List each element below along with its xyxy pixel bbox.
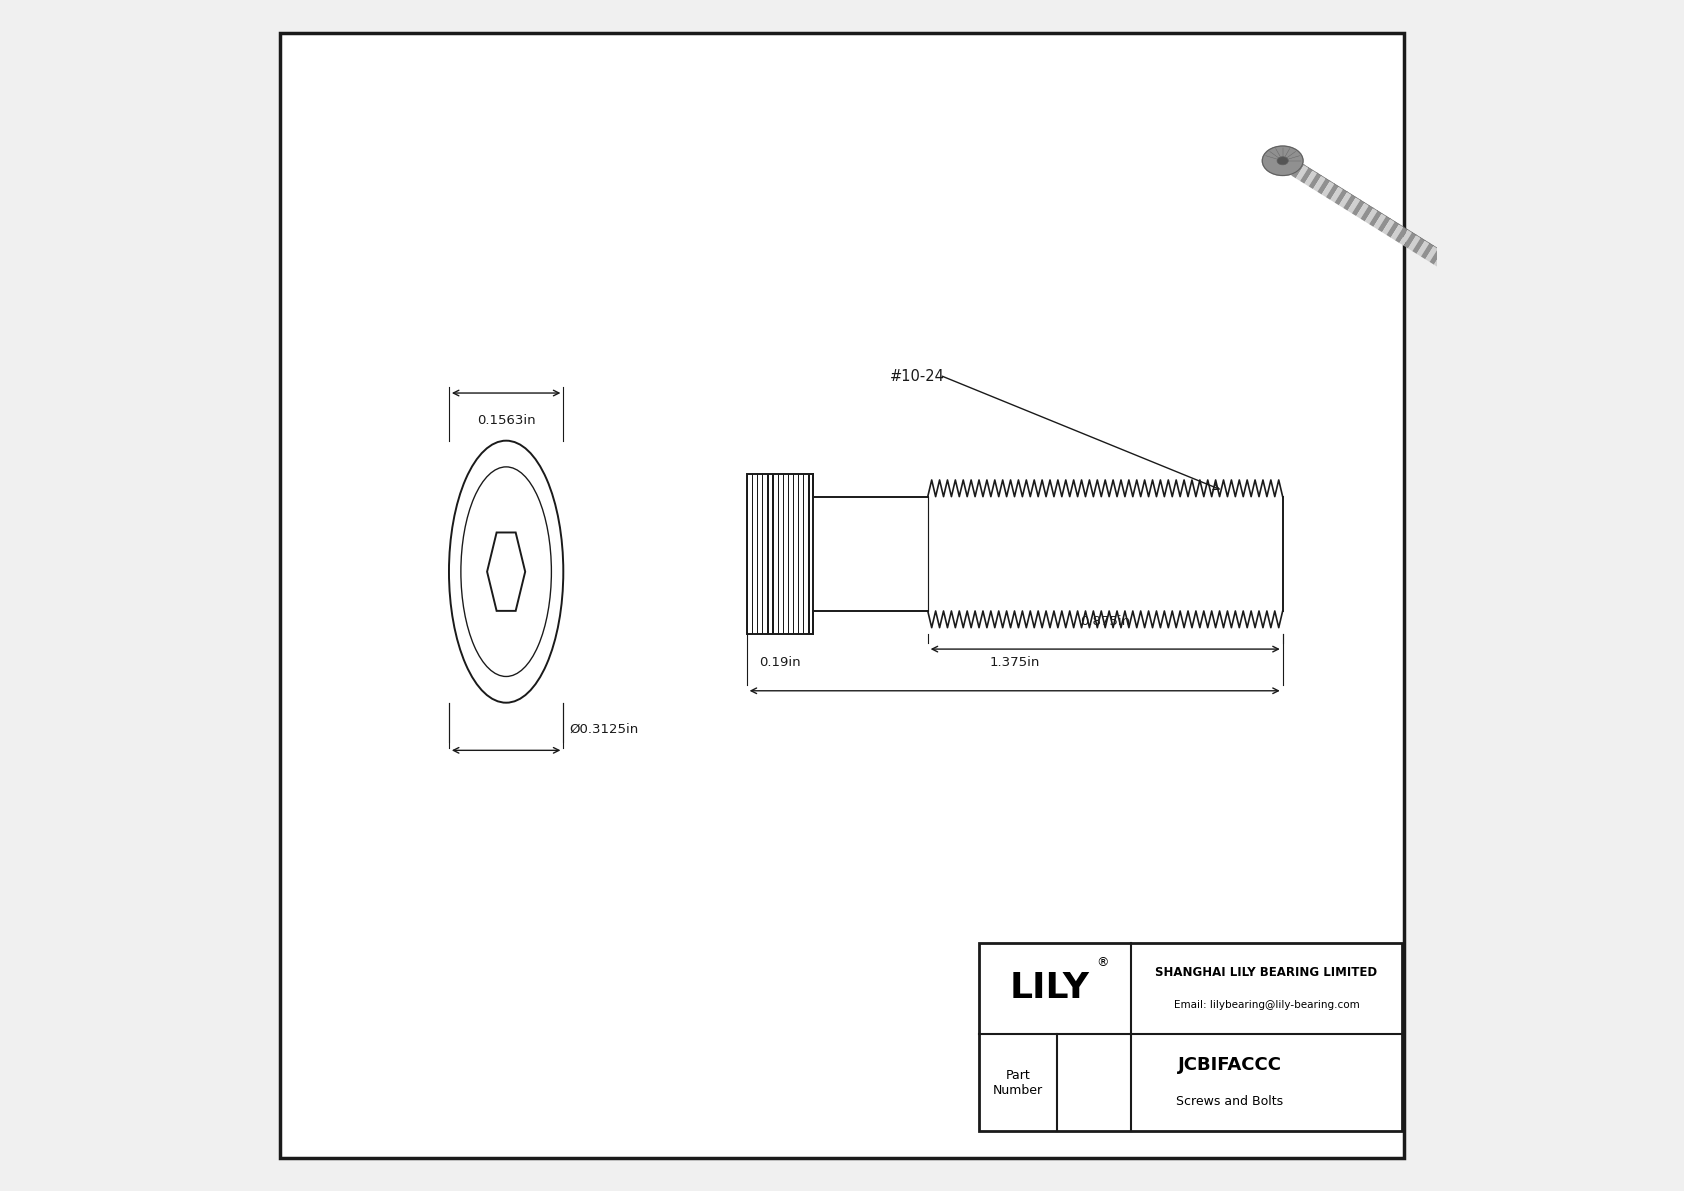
Polygon shape	[1300, 168, 1314, 183]
Polygon shape	[1378, 216, 1391, 232]
Text: JCBIFACCC: JCBIFACCC	[1177, 1055, 1282, 1073]
Polygon shape	[1347, 198, 1361, 213]
Polygon shape	[1295, 164, 1308, 181]
Ellipse shape	[1276, 157, 1288, 164]
Polygon shape	[1356, 202, 1369, 219]
Polygon shape	[1278, 154, 1292, 170]
Polygon shape	[1447, 260, 1460, 275]
Text: Screws and Bolts: Screws and Bolts	[1175, 1095, 1283, 1108]
Polygon shape	[1364, 208, 1378, 224]
Text: ®: ®	[1096, 955, 1110, 968]
Polygon shape	[1404, 232, 1416, 249]
Polygon shape	[1425, 245, 1438, 262]
Polygon shape	[1361, 205, 1372, 222]
Polygon shape	[1416, 241, 1430, 256]
Text: Part
Number: Part Number	[994, 1068, 1042, 1097]
Bar	[978, 943, 1401, 1131]
Text: Email: lilybearing@lily-bearing.com: Email: lilybearing@lily-bearing.com	[1174, 1000, 1359, 1010]
Polygon shape	[1287, 160, 1300, 175]
Polygon shape	[1283, 157, 1295, 173]
Polygon shape	[1391, 224, 1403, 241]
Polygon shape	[1413, 238, 1425, 254]
Polygon shape	[1399, 230, 1413, 245]
Text: Ø0.3125in: Ø0.3125in	[569, 723, 638, 736]
Polygon shape	[1292, 162, 1303, 179]
Text: 0.19in: 0.19in	[759, 656, 802, 669]
Polygon shape	[1352, 200, 1364, 216]
Polygon shape	[1339, 192, 1352, 208]
Polygon shape	[1374, 213, 1386, 230]
Text: #10-24: #10-24	[889, 369, 945, 385]
Polygon shape	[1438, 254, 1452, 270]
Polygon shape	[1383, 219, 1394, 235]
Polygon shape	[1369, 211, 1383, 226]
Polygon shape	[1344, 194, 1356, 211]
Polygon shape	[1305, 170, 1317, 186]
Polygon shape	[1314, 175, 1325, 192]
Text: LILY: LILY	[1009, 972, 1090, 1005]
Text: 0.1563in: 0.1563in	[477, 414, 536, 428]
Polygon shape	[1308, 173, 1322, 189]
Polygon shape	[1443, 256, 1455, 273]
Polygon shape	[1394, 227, 1408, 243]
Bar	[746, 474, 813, 634]
Polygon shape	[1408, 235, 1421, 251]
Polygon shape	[1322, 181, 1334, 198]
Polygon shape	[1325, 183, 1339, 200]
Text: 1.375in: 1.375in	[990, 656, 1041, 669]
Ellipse shape	[1263, 146, 1303, 175]
Polygon shape	[1317, 179, 1330, 194]
Text: 0.875in: 0.875in	[1079, 615, 1130, 628]
Polygon shape	[1433, 251, 1447, 267]
Polygon shape	[1330, 187, 1344, 202]
Polygon shape	[1421, 243, 1433, 260]
Polygon shape	[1386, 222, 1399, 238]
Polygon shape	[1335, 189, 1347, 205]
Text: SHANGHAI LILY BEARING LIMITED: SHANGHAI LILY BEARING LIMITED	[1155, 966, 1378, 979]
Polygon shape	[1430, 249, 1442, 264]
